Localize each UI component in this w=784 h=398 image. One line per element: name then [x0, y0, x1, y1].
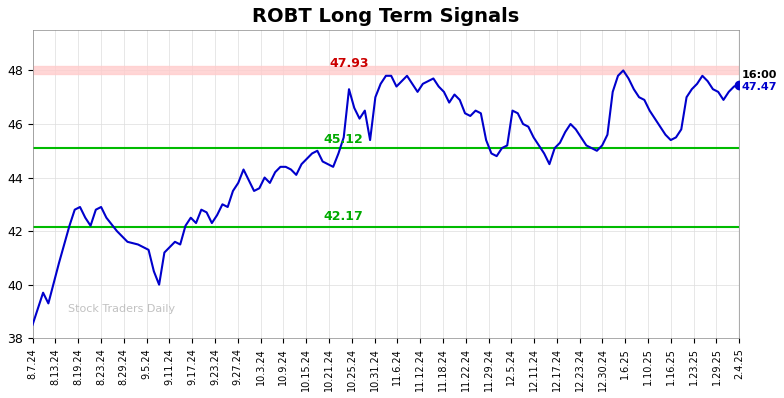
Text: Stock Traders Daily: Stock Traders Daily	[68, 304, 175, 314]
Title: ROBT Long Term Signals: ROBT Long Term Signals	[252, 7, 520, 26]
Text: 47.47: 47.47	[742, 82, 778, 92]
Text: 16:00: 16:00	[742, 70, 777, 80]
Text: 45.12: 45.12	[324, 133, 364, 146]
Bar	[33, 66, 739, 74]
Text: 47.93: 47.93	[329, 57, 368, 70]
Text: 42.17: 42.17	[324, 209, 364, 222]
